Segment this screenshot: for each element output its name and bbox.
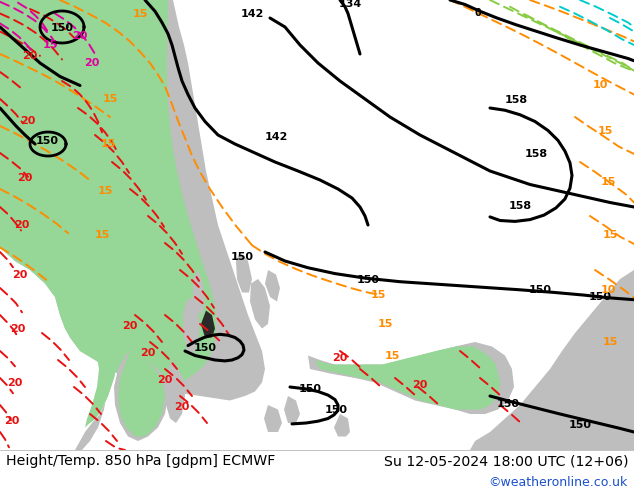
Polygon shape: [236, 252, 252, 293]
Text: 150: 150: [569, 420, 592, 430]
Text: 15: 15: [384, 350, 399, 361]
Polygon shape: [165, 360, 185, 423]
Text: 150: 150: [231, 251, 254, 262]
Text: 20: 20: [122, 321, 138, 331]
Text: 15: 15: [102, 94, 118, 104]
Text: 20: 20: [140, 348, 156, 358]
Text: 15: 15: [597, 125, 612, 136]
Text: 20: 20: [20, 117, 36, 126]
Text: 15: 15: [602, 337, 618, 347]
Text: 150: 150: [36, 136, 58, 147]
Text: 15: 15: [42, 40, 58, 50]
Text: 20: 20: [412, 380, 428, 390]
Polygon shape: [75, 324, 118, 450]
Text: 10: 10: [592, 80, 607, 91]
Text: 20: 20: [12, 270, 28, 280]
Text: 15: 15: [377, 319, 392, 329]
Text: 20: 20: [8, 378, 23, 389]
Text: 158: 158: [508, 201, 531, 211]
Text: 20: 20: [4, 416, 20, 426]
Text: 142: 142: [264, 132, 288, 142]
Polygon shape: [284, 396, 300, 423]
Text: 134: 134: [339, 0, 361, 9]
Polygon shape: [308, 342, 514, 414]
Text: 150: 150: [588, 292, 612, 302]
Polygon shape: [85, 324, 118, 427]
Text: 20: 20: [22, 51, 37, 61]
Polygon shape: [315, 346, 500, 410]
Text: 158: 158: [524, 149, 548, 159]
Polygon shape: [118, 351, 165, 437]
Polygon shape: [470, 270, 634, 450]
Text: 150: 150: [496, 399, 519, 409]
Polygon shape: [193, 270, 205, 315]
Text: 15: 15: [370, 290, 385, 300]
Text: 150: 150: [299, 384, 321, 394]
Polygon shape: [334, 414, 350, 437]
Text: 20: 20: [10, 324, 26, 334]
Text: 15: 15: [97, 186, 113, 196]
Text: 20: 20: [332, 353, 347, 363]
Polygon shape: [265, 270, 280, 301]
Polygon shape: [201, 311, 215, 338]
Text: Height/Temp. 850 hPa [gdpm] ECMWF: Height/Temp. 850 hPa [gdpm] ECMWF: [6, 454, 275, 468]
Polygon shape: [114, 351, 168, 441]
Text: 20: 20: [174, 402, 190, 412]
Text: 158: 158: [505, 95, 527, 105]
Text: 20: 20: [15, 220, 30, 230]
Polygon shape: [250, 279, 270, 328]
Text: 150: 150: [529, 285, 552, 295]
Text: 150: 150: [325, 405, 347, 415]
Text: 15: 15: [602, 230, 618, 240]
Text: 20: 20: [72, 31, 87, 41]
Text: 142: 142: [240, 9, 264, 20]
Polygon shape: [0, 0, 216, 387]
Text: 15: 15: [600, 177, 616, 187]
Text: 20: 20: [157, 375, 172, 385]
Text: Su 12-05-2024 18:00 UTC (12+06): Su 12-05-2024 18:00 UTC (12+06): [384, 454, 628, 468]
Polygon shape: [0, 0, 265, 400]
Polygon shape: [183, 297, 200, 356]
Text: °: °: [65, 26, 68, 32]
Polygon shape: [229, 333, 238, 365]
Text: 150: 150: [193, 343, 216, 353]
Text: 20: 20: [84, 58, 100, 68]
Text: ©weatheronline.co.uk: ©weatheronline.co.uk: [489, 475, 628, 489]
Text: 15: 15: [94, 230, 110, 240]
Text: 0: 0: [475, 8, 481, 19]
Text: 15: 15: [133, 9, 148, 20]
Polygon shape: [264, 405, 282, 432]
Text: 150: 150: [51, 23, 74, 33]
Text: 20: 20: [17, 173, 33, 183]
Text: 10: 10: [600, 285, 616, 295]
Text: 15: 15: [100, 139, 115, 149]
Text: 150: 150: [356, 275, 380, 285]
